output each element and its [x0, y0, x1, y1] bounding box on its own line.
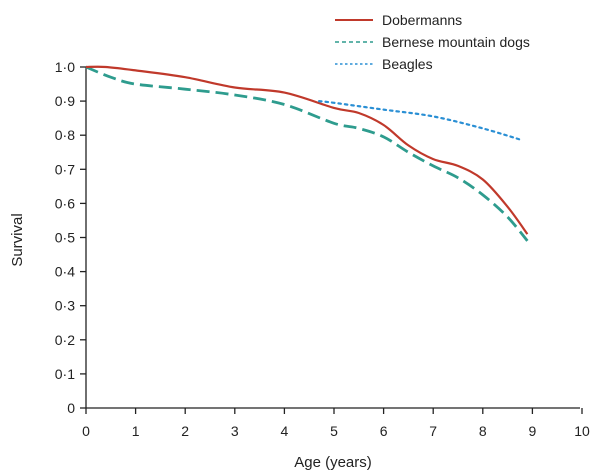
y-tick-label: 0·1	[55, 366, 75, 382]
y-tick-label: 0·7	[55, 161, 75, 177]
legend: Dobermanns Bernese mountain dogs Beagles	[335, 12, 530, 72]
x-tick-label: 4	[281, 423, 289, 439]
series-line-dobermanns	[85, 65, 529, 235]
y-tick-label: 0·4	[55, 264, 75, 280]
y-axis-ticks: 0 0·1 0·2 0·3 0·4 0·5 0·6 0·7 0·8 0·9 1·0	[55, 59, 86, 416]
y-tick-label: 0·5	[55, 230, 75, 246]
x-tick-label: 6	[380, 423, 388, 439]
y-tick-label: 0·2	[55, 332, 75, 348]
legend-label: Bernese mountain dogs	[382, 34, 530, 50]
y-tick-label: 0·3	[55, 298, 75, 314]
y-tick-label: 1·0	[55, 59, 75, 75]
x-tick-label: 5	[330, 423, 338, 439]
x-tick-label: 1	[132, 423, 140, 439]
y-tick-label: 0·6	[55, 195, 75, 211]
legend-label: Beagles	[382, 56, 433, 72]
series-line-bernese-mountain-dogs	[85, 65, 529, 242]
y-tick-label: 0	[67, 400, 75, 416]
y-tick-label: 0·8	[55, 127, 75, 143]
x-tick-label: 9	[529, 423, 537, 439]
series-line-beagles	[318, 100, 524, 142]
x-axis-ticks: 0 1 2 3 4 5 6 7 8 9 10	[82, 408, 590, 439]
x-tick-label: 10	[574, 423, 590, 439]
legend-label: Dobermanns	[382, 12, 462, 28]
y-axis-title: Survival	[9, 213, 26, 266]
x-tick-label: 8	[479, 423, 487, 439]
series-lines	[85, 65, 529, 242]
x-tick-label: 2	[181, 423, 189, 439]
x-tick-label: 7	[429, 423, 437, 439]
x-tick-label: 3	[231, 423, 239, 439]
x-axis-title: Age (years)	[294, 454, 372, 471]
x-tick-label: 0	[82, 423, 90, 439]
y-tick-label: 0·9	[55, 93, 75, 109]
